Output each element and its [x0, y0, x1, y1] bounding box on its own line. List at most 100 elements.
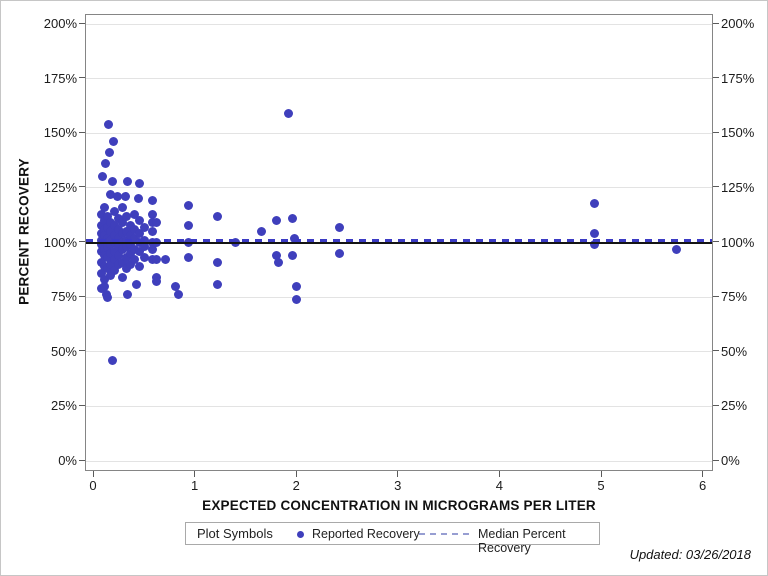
x-axis-tick [194, 471, 196, 477]
data-point [183, 220, 193, 230]
data-point [291, 281, 301, 291]
y-axis-tick-left [79, 131, 85, 133]
data-point [113, 251, 123, 261]
y-tick-label-right: 100% [721, 234, 755, 250]
data-point [108, 137, 118, 147]
data-point [135, 179, 145, 188]
y-tick-label-right: 50% [721, 343, 748, 359]
data-point [287, 251, 297, 261]
data-point [274, 257, 284, 267]
data-point [148, 244, 158, 254]
y-axis-tick-right [713, 404, 719, 406]
gridline [86, 405, 712, 407]
data-point [272, 216, 282, 226]
y-tick-label-left: 150% [43, 125, 77, 141]
data-point [213, 211, 223, 221]
x-tick-label: 1 [190, 478, 199, 493]
gridline [86, 23, 712, 25]
plot-area [85, 14, 713, 471]
y-tick-label-right: 150% [721, 125, 755, 141]
gridline [86, 351, 712, 353]
data-point [117, 257, 127, 267]
data-point [590, 229, 600, 239]
data-point [213, 257, 223, 267]
y-axis-tick-left [79, 22, 85, 24]
y-axis-tick-left [79, 350, 85, 352]
data-point [126, 240, 136, 250]
y-tick-label-left: 50% [50, 343, 77, 359]
data-point [130, 244, 140, 254]
y-tick-label-left: 100% [43, 234, 77, 250]
data-point [148, 227, 158, 237]
data-point [126, 259, 136, 269]
x-axis-tick [92, 471, 94, 477]
gridline [86, 296, 712, 298]
y-tick-label-right: 25% [721, 398, 748, 414]
data-point [152, 277, 162, 287]
data-point [99, 275, 109, 285]
data-point [132, 279, 142, 289]
data-point [102, 211, 112, 221]
data-point [590, 240, 600, 250]
y-axis-tick-right [713, 186, 719, 188]
data-point [170, 281, 180, 291]
data-point [99, 216, 109, 226]
data-point [112, 192, 122, 202]
y-axis-tick-right [713, 241, 719, 242]
x-axis-tick [702, 471, 704, 477]
data-point [105, 189, 115, 199]
x-axis-tick [600, 471, 602, 477]
data-point [117, 218, 127, 228]
data-point [109, 220, 119, 230]
y-axis-tick-left [79, 404, 85, 406]
x-axis-title: EXPECTED CONCENTRATION IN MICROGRAMS PER… [202, 498, 596, 513]
data-point [134, 194, 144, 204]
x-tick-label: 4 [495, 478, 503, 493]
data-point [122, 211, 131, 221]
data-point [122, 264, 131, 274]
data-point [291, 294, 301, 304]
data-point [97, 172, 107, 182]
data-point [257, 227, 267, 237]
data-point [104, 148, 114, 158]
data-point [113, 233, 123, 243]
y-axis-tick-right [713, 131, 719, 133]
y-tick-label-right: 200% [721, 16, 755, 31]
data-point [213, 279, 223, 289]
data-point [287, 213, 297, 223]
x-tick-label: 6 [698, 478, 707, 493]
data-point [173, 290, 183, 300]
data-point [160, 255, 170, 265]
data-point [152, 218, 162, 228]
data-point [126, 248, 136, 258]
x-axis-tick [295, 471, 297, 477]
y-axis-tick-left [79, 186, 85, 188]
data-point [590, 198, 600, 208]
data-point [135, 262, 145, 272]
y-tick-label-left: 200% [43, 16, 77, 31]
y-tick-label-left: 25% [50, 398, 77, 414]
y-tick-label-left: 175% [43, 70, 77, 86]
data-point [335, 248, 345, 258]
data-point [183, 253, 193, 263]
data-point [96, 209, 106, 219]
data-point [120, 192, 130, 202]
x-axis-tick [498, 471, 500, 477]
data-point [123, 290, 133, 300]
y-tick-label-left: 75% [50, 289, 77, 305]
y-axis-tick-right [713, 350, 719, 352]
data-point [135, 246, 145, 256]
data-point [135, 229, 145, 239]
data-point [122, 253, 131, 263]
gridline [86, 78, 712, 80]
data-point [102, 292, 112, 302]
data-point [105, 270, 115, 280]
reported-recovery-dot-icon [297, 531, 304, 538]
data-point [109, 266, 119, 276]
data-point [152, 255, 162, 265]
y-axis-title: PERCENT RECOVERY [16, 158, 32, 305]
data-point [107, 355, 117, 365]
y-axis-tick-right [713, 295, 719, 297]
data-point [140, 222, 150, 232]
data-point [109, 207, 119, 217]
